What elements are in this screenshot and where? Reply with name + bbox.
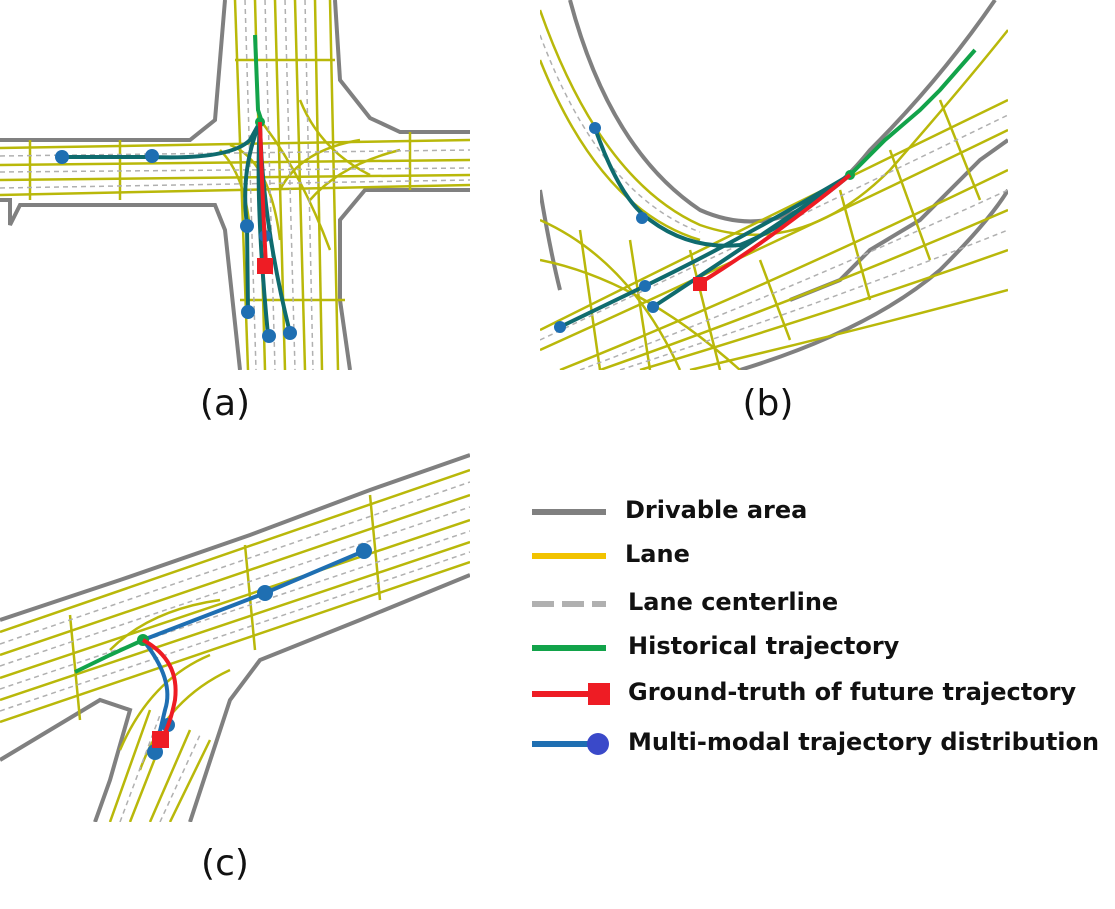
panel-a-map — [0, 0, 470, 370]
multimodal-points — [147, 543, 372, 760]
legend-label: Ground-truth of future trajectory — [628, 678, 1077, 706]
legend-item-historical-trajectory: Historical trajectory — [528, 628, 1108, 668]
legend-label: Lane centerline — [628, 588, 839, 616]
ground-truth-end-marker — [693, 277, 707, 291]
panel-a-caption: (a) — [199, 383, 251, 424]
legend-item-drivable-area: Drivable area — [528, 492, 1108, 532]
yellow-line-icon — [532, 553, 606, 559]
ground-truth-trajectory — [258, 121, 268, 267]
drivable-area-outline — [0, 453, 470, 822]
panel-c-map — [0, 450, 470, 822]
red-line-square-icon — [532, 683, 610, 705]
panel-c-caption: (c) — [201, 843, 249, 884]
legend-label: Multi-modal trajectory distribution — [628, 728, 1100, 756]
panel-c-svg — [0, 453, 470, 822]
panel-a-svg — [0, 0, 470, 370]
legend-label: Drivable area — [625, 496, 808, 524]
panel-b-map — [540, 0, 1008, 370]
historical-trajectory — [253, 34, 264, 123]
multimodal-trajectories — [141, 549, 365, 753]
ground-truth-trajectory — [142, 638, 178, 740]
legend-label: Lane — [625, 540, 690, 568]
drivable-area-outline — [0, 0, 470, 370]
legend-item-multimodal: Multi-modal trajectory distribution — [528, 724, 1108, 764]
ground-truth-trajectory — [698, 173, 852, 285]
lane-lines — [540, 9, 1008, 370]
blue-line-circle-icon — [532, 733, 609, 755]
drivable-area-outline — [540, 0, 1008, 370]
legend-label: Historical trajectory — [628, 632, 900, 660]
ground-truth-end-marker — [152, 731, 169, 748]
lane-centerlines — [0, 481, 470, 822]
ground-truth-end-marker — [257, 258, 273, 274]
legend-item-ground-truth: Ground-truth of future trajectory — [528, 674, 1108, 714]
legend-item-lane: Lane — [528, 536, 1108, 576]
multimodal-points — [55, 149, 297, 343]
gray-line-icon — [532, 509, 606, 515]
lane-lines — [0, 468, 470, 822]
panel-b-svg — [540, 0, 1008, 370]
multimodal-trajectories — [62, 121, 292, 336]
legend-item-lane-centerline: Lane centerline — [528, 584, 1108, 624]
gray-dashed-line-icon — [532, 601, 606, 607]
multimodal-points — [554, 122, 659, 333]
historical-trajectory — [848, 48, 977, 177]
panel-b-caption: (b) — [742, 383, 794, 424]
historical-trajectory — [74, 638, 144, 674]
lane-centerlines — [0, 0, 470, 370]
green-line-icon — [532, 645, 606, 651]
